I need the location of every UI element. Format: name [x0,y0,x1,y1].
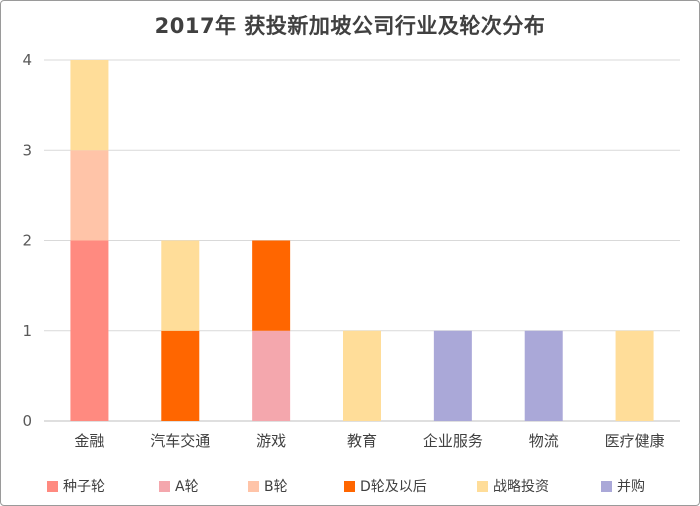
legend-label: 种子轮 [63,479,105,495]
legend-label: A轮 [175,479,199,495]
bar-segment [161,240,200,331]
legend-item: 战略投资 [477,476,549,496]
chart-title: 2017年 获投新加坡公司行业及轮次分布 [154,14,546,38]
bar-segment [615,330,654,421]
bar-segment [433,330,472,421]
bar-segment [70,60,109,151]
bar-segment [252,330,291,421]
legend-swatch [477,480,488,492]
y-tick-label: 3 [22,141,32,159]
bar-segment [343,330,381,421]
legend-item: 种子轮 [47,476,105,496]
x-tick-label: 游戏 [256,432,286,450]
y-tick-label: 1 [22,322,32,340]
legend-swatch [344,480,355,492]
legend-label: 战略投资 [493,479,549,495]
x-tick-label: 教育 [347,432,377,450]
y-tick-label: 4 [22,51,32,69]
legend-label: D轮及以后 [360,479,427,495]
legend-swatch [601,480,612,492]
legend-label: B轮 [264,479,288,495]
x-tick-label: 物流 [529,432,559,450]
legend-item: B轮 [248,476,288,496]
legend-swatch [47,480,58,492]
legend-item: D轮及以后 [344,476,427,496]
x-tick-label: 企业服务 [423,432,483,450]
bar-segment [161,330,200,421]
legend-swatch [159,480,170,492]
x-tick-label: 金融 [74,432,104,450]
y-tick-label: 2 [22,232,32,250]
x-tick-label: 汽车交通 [150,432,210,450]
bar-segment [524,330,563,421]
legend-item: 并购 [601,476,645,496]
y-tick-label: 0 [22,412,32,430]
x-tick-label: 医疗健康 [605,432,665,450]
legend-item: A轮 [159,476,199,496]
bar-segment [70,240,109,421]
bar-segment [252,240,291,331]
chart-legend: 种子轮 A轮 B轮 D轮及以后 战略投资 并购 [0,476,700,502]
legend-swatch [248,480,259,492]
legend-label: 并购 [617,479,645,495]
bar-segment [70,150,109,241]
